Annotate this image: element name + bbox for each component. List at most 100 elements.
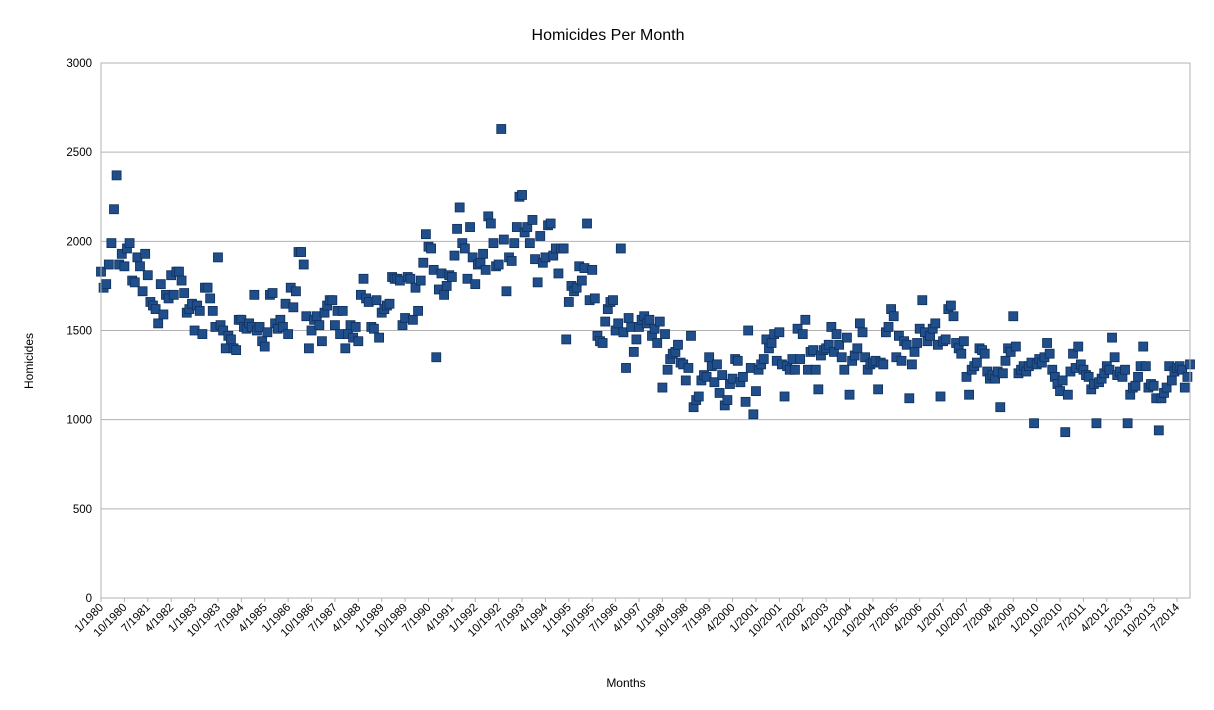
data-point [1109,352,1120,363]
data-point [267,288,278,298]
data-point [446,272,457,282]
data-point [129,277,140,288]
data-point [1140,361,1151,372]
data-point [101,279,112,290]
y-tick-label: 1500 [66,326,92,338]
data-point [621,363,631,373]
data-point [948,311,959,322]
data-point [298,259,309,270]
data-point [644,314,655,325]
data-point [842,332,852,343]
data-point [405,273,416,284]
data-point [176,275,187,286]
y-tick-label: 3000 [66,58,92,70]
data-point [654,316,665,327]
data-point [1177,364,1188,375]
data-point [535,231,546,241]
data-point [439,289,449,300]
data-point [1182,371,1193,382]
data-point [488,238,499,249]
data-point [1005,346,1016,357]
data-point [823,339,834,350]
data-point [441,281,452,291]
data-point [855,318,865,329]
data-point [878,359,889,370]
y-tick-label: 2000 [66,236,92,248]
data-point [410,282,421,293]
data-point [150,304,161,315]
data-point [353,336,364,347]
data-point [844,389,855,400]
data-point [904,393,915,404]
data-point [839,364,850,375]
data-point [571,282,582,293]
data-point [563,297,574,307]
data-point [1060,427,1071,438]
data-point [1062,389,1073,400]
data-point [340,343,351,354]
data-point [628,346,639,357]
data-point [371,295,382,306]
data-point [511,222,522,232]
data-point [792,323,803,334]
data-point [834,339,845,350]
data-point [545,218,556,229]
data-point [852,343,863,354]
data-point [350,322,361,332]
data-point [1044,348,1055,359]
data-point [205,293,216,304]
data-point [454,202,465,213]
data-point [888,311,899,322]
data-point [431,352,442,363]
data-point [306,325,317,336]
data-point [797,329,808,339]
data-point [660,329,670,339]
data-point [810,364,821,375]
data-point [142,270,153,281]
data-point [1153,425,1164,436]
data-point [465,222,475,232]
data-point [722,395,733,405]
data-point [493,259,504,270]
y-tick-label: 1000 [66,415,92,427]
data-point [945,300,956,311]
data-point [1148,380,1159,391]
data-point [485,218,496,229]
data-point [296,247,307,257]
data-point [368,323,379,334]
data-point [680,375,691,386]
data-point [283,329,294,339]
data-point [1083,371,1094,382]
data-point [119,261,130,272]
x-axis-tick-labels: 1/198010/19807/19814/19821/198310/19837/… [73,601,1183,639]
data-point [207,305,218,316]
data-point [358,273,369,284]
data-point [774,327,785,338]
data-point [179,288,190,298]
data-point [418,257,429,268]
data-points [96,124,1195,438]
data-point [894,330,904,341]
data-point [517,190,527,200]
data-point [116,248,127,259]
data-point [1107,332,1117,343]
data-point [935,391,946,402]
data-point [873,384,884,395]
data-point [103,259,114,270]
data-point [826,322,837,332]
data-point [137,286,148,297]
data-point [522,222,533,232]
data-point [106,238,117,249]
data-point [426,243,436,254]
data-point [553,268,564,279]
data-point [330,320,340,331]
data-point [153,318,164,329]
data-point [748,409,759,420]
data-point [197,329,208,339]
y-axis-title: Homicides [22,333,36,389]
data-point [506,256,517,266]
data-point [317,336,327,347]
data-point [587,264,598,275]
data-point [686,330,696,341]
data-point [615,243,626,254]
